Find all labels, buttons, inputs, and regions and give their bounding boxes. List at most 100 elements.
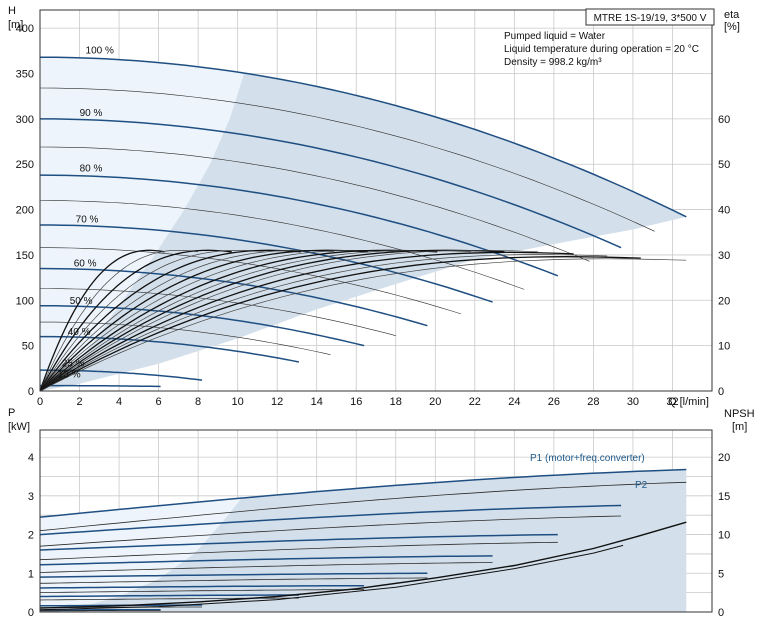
head-x-tick-labels: 0 2 4 6 8 10 12 14 16 18 20 22 24 26 28 30 32 (37, 396, 679, 408)
head-tick-label: 0 (28, 386, 34, 398)
model-label: MTRE 1S-19/19, 3*500 V (594, 13, 707, 24)
speed-label: 60 % (74, 259, 97, 270)
power-tick-label: 1 (28, 568, 34, 580)
x-tick-label: 8 (195, 396, 201, 408)
p2-curve-70 (39, 562, 493, 573)
power-tick-label: 0 (28, 607, 34, 619)
annotation-density: Density = 998.2 kg/m³ (504, 57, 602, 68)
power-tick-label: 2 (28, 530, 34, 542)
head-plot-frame (39, 9, 713, 392)
x-tick-label: 16 (350, 396, 362, 408)
x-tick-label: 0 (37, 396, 43, 408)
npsh-tick-label: 0 (718, 607, 724, 619)
head-axis-label-top: H (8, 5, 16, 17)
eta-tick-label: 10 (718, 341, 730, 353)
power-npsh-panel: 0 1 2 3 4 0 5 10 15 20 P [kW] NPSH [m] P1 (motor… (8, 407, 755, 619)
speed-label: 25 % (62, 359, 85, 370)
eta-curve (39, 249, 438, 392)
head-curve-85 (39, 146, 590, 262)
p1-curve-40 (40, 594, 299, 598)
x-tick-label: 10 (232, 396, 244, 408)
speed-label: 70 % (76, 214, 99, 225)
p1-curve-90 (39, 504, 622, 536)
x-tick-label: 14 (311, 396, 323, 408)
annotation-liquid: Pumped liquid = Water (504, 31, 606, 42)
power-axis-label-bottom: [kW] (8, 421, 30, 433)
head-tick-label: 350 (16, 69, 34, 81)
npsh-curves (39, 521, 687, 611)
p2-curve-90 (39, 515, 622, 547)
head-tick-label: 100 (16, 295, 34, 307)
p1-curve-50 (39, 584, 365, 589)
speed-label: 50 % (70, 296, 93, 307)
power-axis-label-top: P (8, 407, 15, 419)
head-curve-80 (39, 174, 559, 277)
x-tick-label: 2 (76, 396, 82, 408)
eta-curve (39, 249, 165, 392)
eta-curve (39, 249, 199, 392)
npsh-tick-label: 10 (718, 530, 730, 542)
npsh-axis-label-bottom: [m] (732, 421, 747, 433)
speed-label: 90 % (80, 108, 103, 119)
head-tick-label: 300 (16, 114, 34, 126)
head-tick-label: 250 (16, 159, 34, 171)
eta-curve (39, 249, 505, 392)
p2-series-label: P2 (635, 480, 648, 491)
npsh-tick-labels: 0 5 10 15 20 (718, 452, 730, 619)
p1-series-label: P1 (motor+freq.converter) (530, 453, 645, 464)
eta-curve (39, 249, 369, 392)
x-tick-label: 24 (508, 396, 520, 408)
npsh-tick-label: 15 (718, 491, 730, 503)
head-low-flow-area (40, 57, 244, 391)
power-tick-label: 3 (28, 491, 34, 503)
p2-curve-100 (39, 481, 687, 532)
p1-curve-60 (39, 572, 428, 578)
npsh-curve (39, 521, 687, 609)
eta-tick-label: 60 (718, 114, 730, 126)
x-tick-label: 6 (156, 396, 162, 408)
speed-label: 40 % (68, 327, 91, 338)
p2-curve-80 (39, 541, 558, 561)
p1-curve-100 (39, 468, 687, 518)
x-tick-label: 22 (469, 396, 481, 408)
head-curve-13 (40, 384, 161, 388)
x-tick-label: 28 (587, 396, 599, 408)
npsh-tick-label: 20 (718, 452, 730, 464)
head-curve-45 (40, 321, 331, 355)
eta-tick-label: 50 (718, 159, 730, 171)
efficiency-curves (39, 249, 687, 392)
eta-curve (39, 249, 539, 392)
x-tick-label: 26 (548, 396, 560, 408)
annotation-temperature: Liquid temperature during operation = 20… (504, 44, 699, 55)
eta-tick-label: 20 (718, 295, 730, 307)
eta-curve (39, 249, 232, 392)
head-tick-label: 400 (16, 23, 34, 35)
head-tick-label: 50 (22, 341, 34, 353)
head-tick-label: 200 (16, 205, 34, 217)
head-curve-100 (39, 56, 687, 218)
eta-curve (39, 249, 335, 392)
p2-curve-60 (39, 577, 428, 584)
head-curve-95 (39, 87, 655, 232)
head-operating-region (40, 57, 687, 391)
head-axis-label-bottom: [m] (8, 19, 23, 31)
x-tick-label: 12 (271, 396, 283, 408)
head-y-tick-labels: 0 50 100 150 200 250 300 350 400 (16, 23, 34, 398)
eta-curve (39, 249, 402, 392)
eta-curve (39, 249, 471, 392)
eta-curve (39, 258, 687, 392)
eta-axis-label-top: eta (724, 9, 740, 21)
eta-curve (39, 251, 574, 392)
head-tick-label: 150 (16, 250, 34, 262)
flow-axis-label: Q [l/min] (668, 396, 709, 408)
npsh-axis-label-top: NPSH (724, 408, 755, 420)
speed-label: 100 % (86, 46, 114, 57)
head-panel: 0 2 4 6 8 10 12 14 16 18 20 22 24 26 28 30 32 0501001502… (8, 5, 740, 408)
eta-tick-labels: 0 10 20 30 40 50 60 (718, 114, 730, 398)
model-box (585, 8, 715, 26)
eta-axis-label-bottom: [%] (724, 21, 740, 33)
power-tick-label: 4 (28, 452, 34, 464)
eta-tick-label: 40 (718, 205, 730, 217)
eta-curve (39, 249, 266, 392)
